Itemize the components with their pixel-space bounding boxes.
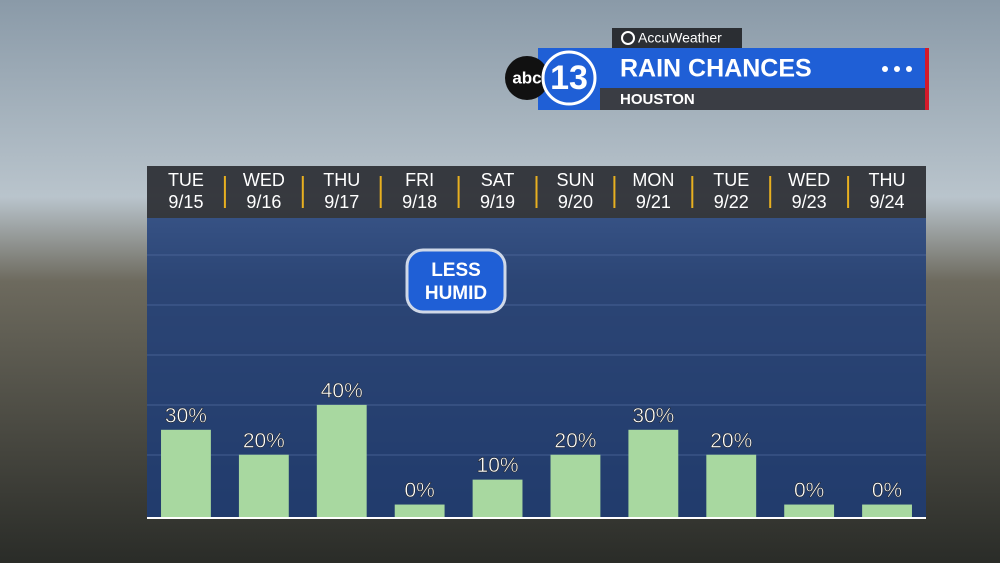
value-label: 30% (632, 404, 674, 427)
bar (161, 429, 211, 517)
x-tick-label: SAT (481, 170, 515, 190)
x-tick-label: FRI (405, 170, 434, 190)
x-tick-label: 9/20 (558, 192, 593, 212)
provider-icon (621, 31, 635, 45)
annotation: LESS (431, 260, 481, 281)
value-label: 20% (243, 429, 285, 452)
x-tick-label: MON (632, 170, 674, 190)
bar (706, 454, 757, 517)
provider-box (612, 28, 742, 48)
bar (628, 429, 679, 517)
bar (862, 504, 912, 517)
bar (316, 404, 367, 517)
x-tick-label: 9/16 (246, 192, 281, 212)
bar (550, 454, 601, 517)
x-tick-label: WED (243, 170, 285, 190)
x-tick-label: 9/24 (870, 192, 905, 212)
x-tick-label: TUE (168, 170, 204, 190)
value-label: 10% (477, 454, 519, 477)
x-tick-label: THU (869, 170, 906, 190)
x-tick-label: 9/19 (480, 192, 515, 212)
x-tick-label: THU (323, 170, 360, 190)
accent (925, 48, 929, 110)
subtitle-box (600, 88, 925, 110)
menu-dots (882, 66, 912, 72)
x-tick-label: TUE (713, 170, 749, 190)
value-label: 0% (404, 479, 434, 502)
chart-subtitle: HOUSTON (620, 91, 695, 108)
x-tick-label: 9/18 (402, 192, 437, 212)
value-label: 20% (554, 429, 596, 452)
x-tick-label: 9/15 (168, 192, 203, 212)
value-label: 0% (872, 479, 902, 502)
x-tick-label: 9/23 (792, 192, 827, 212)
bar (472, 479, 523, 517)
x-tick-label: SUN (556, 170, 594, 190)
x-tick-label: 9/21 (636, 192, 671, 212)
channel: 13 (550, 59, 588, 97)
x-tick-label: 9/22 (714, 192, 749, 212)
value-label: 30% (165, 404, 207, 427)
channel-logo (541, 50, 597, 106)
bar (784, 504, 835, 517)
bar (394, 504, 445, 517)
annotation-box (405, 248, 507, 314)
annotation: HUMID (425, 283, 487, 304)
x-tick-label: WED (788, 170, 830, 190)
network: abc (512, 68, 541, 87)
value-label: 40% (321, 379, 363, 402)
chart-title: RAIN CHANCES (620, 55, 812, 83)
network-logo (505, 56, 549, 100)
value-label: 0% (794, 479, 824, 502)
bar (238, 454, 289, 517)
provider: AccuWeather (638, 30, 722, 46)
x-tick-label: 9/17 (324, 192, 359, 212)
value-label: 20% (710, 429, 752, 452)
